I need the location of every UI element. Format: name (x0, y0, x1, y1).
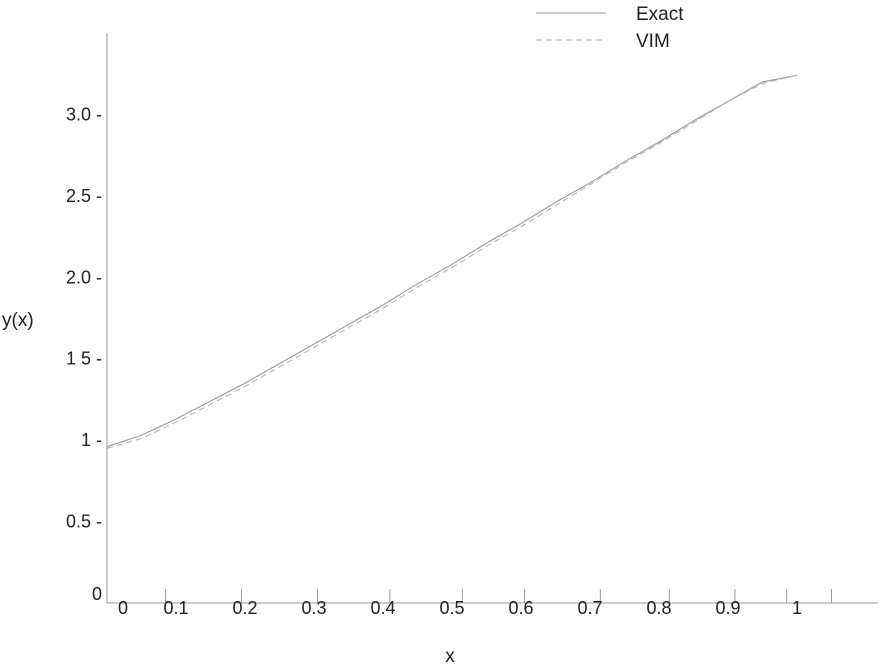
axes (106, 33, 878, 604)
y-axis-title: y(x) (2, 310, 34, 331)
x-tick-label: 0.7 (577, 598, 602, 618)
x-tick-label: 0 (118, 598, 128, 618)
y-tick-label: 2.5 - (66, 186, 102, 206)
x-tick-label: 1 (792, 598, 802, 618)
y-tick-label: 2.0 - (66, 267, 102, 287)
y-tick-label: 1 5 - (66, 349, 102, 369)
x-tick-label: 0.2 (232, 598, 257, 618)
x-axis-title: x (445, 646, 455, 667)
y-tick-label: 0.5 - (66, 512, 102, 532)
series-layer (106, 74, 798, 449)
x-tick-label: 0.3 (301, 598, 326, 618)
x-tick-label: 0.6 (508, 598, 533, 618)
x-tick-label: 0.4 (370, 598, 395, 618)
series-line-exact (106, 74, 798, 448)
x-tick-label: 0.1 (163, 598, 188, 618)
y-tick-label: 0 (92, 584, 102, 604)
series-line-vim (106, 74, 798, 449)
y-tick-label: 3.0 - (66, 104, 102, 124)
x-tick-label: 0.8 (646, 598, 671, 618)
legend-label-vim: VIM (636, 31, 670, 52)
x-ticks: 0 0.1 0.2 0.3 0.4 0.5 0.6 0.7 0.8 0.9 1 (118, 589, 832, 618)
x-tick-label: 0.5 (439, 598, 464, 618)
y-tick-label: 1 - (81, 430, 102, 450)
y-ticks: 0 0.5 - 1 - 1 5 - 2.0 - 2.5 - 3.0 - (66, 104, 102, 604)
legend: Exact VIM (536, 4, 684, 52)
x-tick-label: 0.9 (715, 598, 740, 618)
legend-label-exact: Exact (636, 4, 684, 25)
